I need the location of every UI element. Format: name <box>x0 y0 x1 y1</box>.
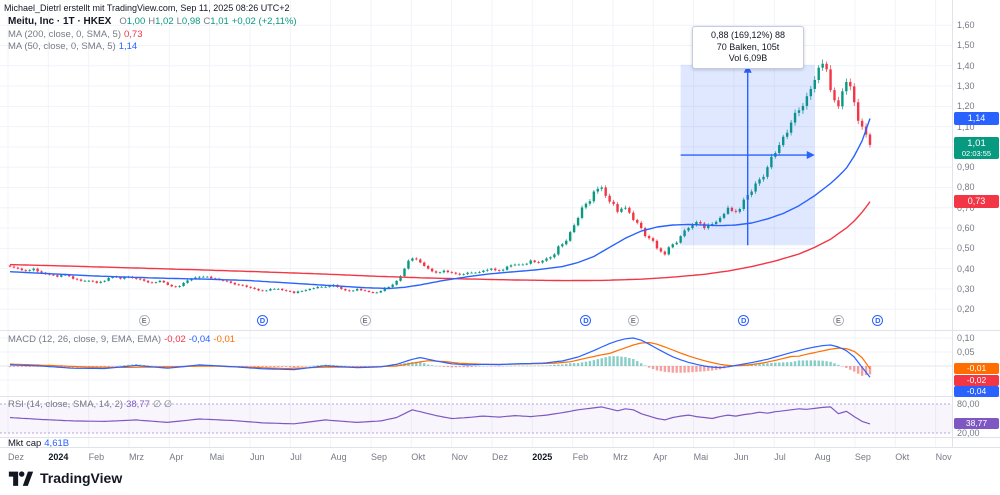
mktcap-label: Mkt cap <box>8 438 42 449</box>
price-axis-label: 0,50 <box>957 243 975 254</box>
last-price-axis-badge: 1,01 02:03:55 <box>954 136 999 159</box>
time-axis-label: Sep <box>370 452 387 462</box>
high-value: 1,02 <box>155 16 174 27</box>
ma50-value: 1,14 <box>118 41 138 52</box>
ma50-axis-badge: 1,14 <box>954 112 999 125</box>
rsi-axis-label: 80,00 <box>957 399 980 409</box>
ma200-legend[interactable]: MA (200, close, 0, SMA, 5) 0,73 <box>8 29 146 40</box>
attribution-text: Michael_Dietrl erstellt mit TradingView.… <box>4 3 290 13</box>
high-label: H <box>148 16 156 27</box>
range-change-line: 0,88 (169,12%) 88 <box>710 30 786 40</box>
time-axis-label: Apr <box>169 452 184 462</box>
symbol-legend[interactable]: Meitu, Inc · 1T · HKEX O 1,00 H 1,02 L 0,98… <box>8 16 300 27</box>
dividend-marker[interactable]: D <box>580 315 592 326</box>
low-label: L <box>176 16 182 27</box>
rsi-label: RSI (14, close, SMA, 14, 2) <box>8 399 124 410</box>
earnings-marker[interactable]: E <box>627 315 639 326</box>
time-axis-label: Jul <box>774 452 786 462</box>
time-axis-label: Dez <box>491 452 508 462</box>
dividend-marker[interactable]: D <box>738 315 750 326</box>
earnings-marker[interactable]: E <box>359 315 371 326</box>
close-value: 1,01 <box>210 16 229 27</box>
ma50-legend[interactable]: MA (50, close, 0, SMA, 5) 1,14 <box>8 41 140 52</box>
tradingview-wordmark: TradingView <box>40 470 123 486</box>
price-range-annotation[interactable]: 0,88 (169,12%) 88 70 Balken, 105t Vol 6,… <box>692 26 804 69</box>
price-axis-label: 1,20 <box>957 101 975 112</box>
rsi-axis-label: 20,00 <box>957 428 980 438</box>
symbol-title[interactable]: Meitu, Inc · 1T · HKEX <box>8 16 112 27</box>
ma200-value: 0,73 <box>124 29 143 40</box>
price-axis-label: 1,60 <box>957 20 975 31</box>
price-axis-label: 1,50 <box>957 40 975 51</box>
macd-legend[interactable]: MACD (12, 26, close, 9, EMA, EMA) -0,02 … <box>8 334 238 345</box>
time-axis-label: Jun <box>733 452 749 462</box>
open-value: 1,00 <box>126 16 146 27</box>
time-axis-label: Okt <box>895 452 910 462</box>
time-axis-label: Okt <box>411 452 426 462</box>
time-axis-label: Aug <box>330 452 347 462</box>
time-axis-label: Mrz <box>128 452 144 462</box>
time-axis-label: Mai <box>693 452 709 462</box>
change-value: +0,02 (+2,11%) <box>231 16 297 27</box>
time-axis-label: Apr <box>653 452 668 462</box>
earnings-marker[interactable]: E <box>138 315 150 326</box>
macd-label: MACD (12, 26, close, 9, EMA, EMA) <box>8 334 162 345</box>
price-axis-label: 1,40 <box>957 60 975 71</box>
open-label: O <box>119 16 127 27</box>
macd-hist-axis-badge: -0,02 <box>954 374 999 386</box>
price-axis-label: 0,40 <box>957 263 975 274</box>
macd-line-value: -0,04 <box>188 334 211 345</box>
ma200-axis-badge: 0,73 <box>954 195 999 209</box>
price-axis-label: 0,60 <box>957 223 975 234</box>
rsi-legend[interactable]: RSI (14, close, SMA, 14, 2) 38,77 ∅ ∅ <box>8 399 175 410</box>
price-axis-label: 0,90 <box>957 162 975 173</box>
rsi-extra-values: ∅ ∅ <box>152 399 173 410</box>
time-axis-label: Nov <box>451 452 468 462</box>
ma200-label: MA (200, close, 0, SMA, 5) <box>8 29 121 40</box>
rsi-value: 38,77 <box>126 399 150 410</box>
time-axis-label: Mrz <box>612 452 628 462</box>
time-axis-label: Jul <box>290 452 302 462</box>
macd-axis-label: 0,05 <box>957 347 975 357</box>
macd-hist-value: -0,02 <box>164 334 186 345</box>
price-axis-label: 0,20 <box>957 304 975 315</box>
price-axis-label: 1,30 <box>957 81 975 92</box>
mktcap-value: 4,61B <box>44 438 70 449</box>
price-axis-label: 0,30 <box>957 283 975 294</box>
time-axis-label: 2024 <box>48 452 69 462</box>
rsi-axis-badge: 38,77 <box>954 417 999 429</box>
price-axis-label: 1,10 <box>957 121 975 132</box>
price-axis-label: 0,80 <box>957 182 975 193</box>
macd-signal-value: -0,01 <box>213 334 236 345</box>
tradingview-logo-icon <box>8 471 34 486</box>
range-volume-line: Vol 6,09B <box>728 53 768 63</box>
range-bars-line: 70 Balken, 105t <box>716 41 780 52</box>
ma50-label: MA (50, close, 0, SMA, 5) <box>8 41 116 52</box>
time-axis-label: Dez <box>8 452 25 462</box>
bar-countdown: 02:03:55 <box>961 148 992 158</box>
earnings-marker[interactable]: E <box>832 315 844 326</box>
time-axis-label: Sep <box>854 452 871 462</box>
last-price-value: 1,01 <box>967 137 986 149</box>
dividend-marker[interactable]: D <box>872 315 884 326</box>
time-axis-label: Aug <box>814 452 831 462</box>
time-axis-label: Jun <box>249 452 265 462</box>
tradingview-logo[interactable]: TradingView <box>8 468 122 488</box>
time-axis-label: Feb <box>88 452 105 462</box>
time-axis-label: Feb <box>572 452 589 462</box>
mktcap-legend[interactable]: Mkt cap 4,61B <box>8 438 72 449</box>
macd-signal-axis-badge: -0,01 <box>954 363 999 374</box>
time-axis-label: 2025 <box>532 452 553 462</box>
time-axis-label: Nov <box>935 452 952 462</box>
macd-line-axis-badge: -0,04 <box>954 386 999 397</box>
close-label: C <box>203 16 211 27</box>
time-axis-label: Mai <box>209 452 225 462</box>
low-value: 0,98 <box>181 16 201 27</box>
macd-axis-label: 0,10 <box>957 333 975 343</box>
dividend-marker[interactable]: D <box>256 315 268 326</box>
